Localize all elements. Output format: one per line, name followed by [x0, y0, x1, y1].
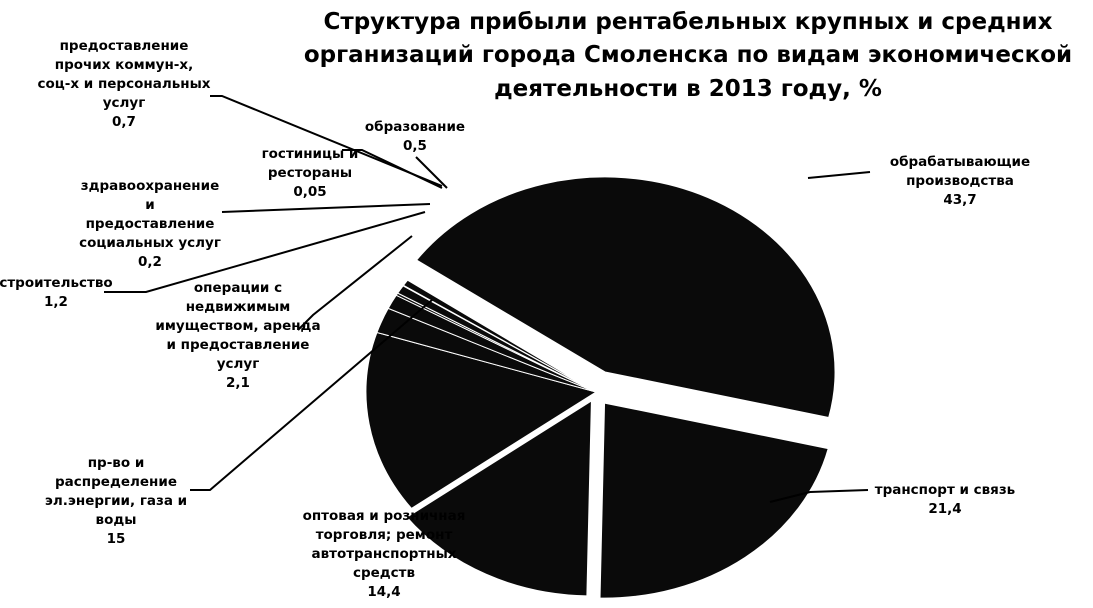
slice-labels: обрабатывающие производства 43,7 транспорт … [0, 38, 1030, 600]
slice-label-transport: транспорт и связь 21,4 [875, 482, 1015, 517]
chart-title-line-3: деятельности в 2013 году, % [494, 76, 882, 102]
slice-label-realestate: операции с недвижимым имуществом, аренда и … [155, 280, 320, 391]
pie-slices [365, 176, 836, 599]
slice-label-line: прочих коммун-х, [55, 57, 193, 73]
slice-label-line: предоставление [60, 38, 189, 54]
slice-label-health: здравоохранение и предоставление социальных… [79, 178, 221, 270]
slice-label-other_services: предоставление прочих коммун-х, соц-х и пе… [38, 38, 211, 130]
slice-label-energy: пр-во и распределение эл.энергии, газа и во… [45, 455, 187, 547]
leader-line-hotels [342, 149, 443, 189]
leader-line-health [221, 203, 431, 213]
slice-value-label: 14,4 [367, 584, 400, 600]
slice-label-line: оптовая и розничная [303, 508, 466, 524]
leader-line-other_services [210, 95, 443, 187]
slice-label-line: транспорт и связь [875, 482, 1015, 498]
slice-label-line: и предоставление [167, 337, 310, 353]
slice-label-construction: строительство 1,2 [0, 275, 113, 310]
leader-line-construction [104, 211, 426, 293]
slice-label-line: социальных услуг [79, 235, 221, 251]
slice-value-label: 21,4 [928, 501, 961, 517]
pie-slice-transport [599, 402, 829, 599]
slice-label-line: услуг [217, 356, 260, 372]
slice-label-line: недвижимым [186, 299, 291, 315]
slice-label-line: эл.энергии, газа и [45, 493, 187, 509]
slice-value-label: 15 [107, 531, 126, 547]
slice-label-line: средств [353, 565, 415, 581]
slice-label-line: предоставление [86, 216, 215, 232]
chart-title-line-1: Структура прибыли рентабельных крупных и… [323, 9, 1052, 35]
slice-label-line: строительство [0, 275, 113, 291]
slice-label-hotels: гостиницы и рестораны 0,05 [262, 146, 359, 200]
slice-label-line: обрабатывающие [890, 154, 1030, 170]
leader-lines [104, 95, 871, 503]
slice-label-manufacturing: обрабатывающие производства 43,7 [890, 154, 1030, 208]
slice-label-line: и [145, 197, 154, 213]
chart-title: Структура прибыли рентабельных крупных и… [304, 9, 1072, 102]
slice-label-line: гостиницы и [262, 146, 359, 162]
leader-line-realestate [297, 235, 413, 331]
slice-label-line: услуг [103, 95, 146, 111]
slice-value-label: 0,7 [112, 114, 136, 130]
slice-label-line: имуществом, аренда [155, 318, 320, 334]
leader-line-manufacturing [807, 171, 871, 179]
slice-label-line: торговля; ремонт [316, 527, 453, 543]
slice-value-label: 0,5 [403, 138, 427, 154]
slice-label-line: соц-х и персональных [38, 76, 211, 92]
slice-value-label: 1,2 [44, 294, 68, 310]
slice-label-line: образование [365, 119, 465, 135]
leader-line-transport [769, 489, 869, 503]
leader-line-education [415, 156, 448, 189]
slice-label-line: распределение [55, 474, 177, 490]
pie-slice-trade [406, 399, 592, 597]
slice-label-line: рестораны [268, 165, 352, 181]
pie-slice-manufacturing [415, 176, 836, 419]
leader-line-energy [190, 299, 433, 491]
chart-title-line-2: организаций города Смоленска по видам эк… [304, 42, 1072, 68]
slice-label-line: здравоохранение [81, 178, 220, 194]
slice-label-line: воды [96, 512, 137, 528]
slice-value-label: 2,1 [226, 375, 250, 391]
slice-label-education: образование 0,5 [365, 119, 465, 154]
slice-value-label: 0,2 [138, 254, 162, 270]
slice-label-line: операции с [194, 280, 282, 296]
slice-label-trade: оптовая и розничная торговля; ремонт автот… [303, 508, 466, 600]
slice-value-label: 43,7 [943, 192, 976, 208]
slice-label-line: пр-во и [88, 455, 145, 471]
slice-label-line: автотранспортных [311, 546, 456, 562]
slice-label-line: производства [906, 173, 1014, 189]
pie-slice-education [402, 279, 597, 393]
slice-value-label: 0,05 [293, 184, 326, 200]
